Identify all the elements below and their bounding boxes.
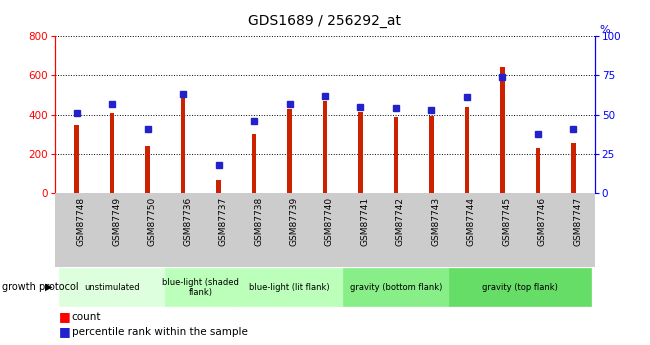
- Text: GSM87743: GSM87743: [432, 197, 441, 246]
- Text: GSM87740: GSM87740: [325, 197, 334, 246]
- Text: GSM87736: GSM87736: [183, 197, 192, 246]
- Text: gravity (top flank): gravity (top flank): [482, 283, 558, 292]
- Text: gravity (bottom flank): gravity (bottom flank): [350, 283, 442, 292]
- Text: count: count: [72, 312, 101, 322]
- Text: blue-light (shaded
flank): blue-light (shaded flank): [162, 277, 239, 297]
- Text: GSM87738: GSM87738: [254, 197, 263, 246]
- Text: GSM87745: GSM87745: [502, 197, 512, 246]
- Text: %: %: [599, 25, 610, 35]
- Bar: [58, 268, 165, 306]
- Text: percentile rank within the sample: percentile rank within the sample: [72, 327, 248, 337]
- Text: growth protocol: growth protocol: [2, 282, 79, 292]
- Bar: [343, 268, 449, 306]
- Text: GSM87741: GSM87741: [361, 197, 369, 246]
- Text: ■: ■: [58, 325, 70, 338]
- Text: GDS1689 / 256292_at: GDS1689 / 256292_at: [248, 13, 402, 28]
- Text: GSM87750: GSM87750: [148, 197, 157, 246]
- Text: ▶: ▶: [44, 282, 52, 292]
- Text: blue-light (lit flank): blue-light (lit flank): [249, 283, 330, 292]
- Bar: [287, 109, 292, 193]
- Text: unstimulated: unstimulated: [84, 283, 140, 292]
- Bar: [465, 107, 469, 193]
- Bar: [110, 113, 114, 193]
- Bar: [74, 125, 79, 193]
- Text: GSM87746: GSM87746: [538, 197, 547, 246]
- Bar: [449, 268, 592, 306]
- Text: GSM87749: GSM87749: [112, 197, 121, 246]
- Bar: [430, 116, 434, 193]
- Text: ■: ■: [58, 310, 70, 323]
- Text: GSM87739: GSM87739: [289, 197, 298, 246]
- Text: GSM87748: GSM87748: [77, 197, 86, 246]
- Bar: [571, 143, 576, 193]
- Text: GSM87742: GSM87742: [396, 197, 405, 246]
- Text: GSM87737: GSM87737: [218, 197, 227, 246]
- Bar: [252, 134, 256, 193]
- Text: GSM87744: GSM87744: [467, 197, 476, 246]
- Bar: [216, 180, 220, 193]
- Bar: [165, 268, 236, 306]
- Bar: [236, 268, 343, 306]
- Text: GSM87747: GSM87747: [573, 197, 582, 246]
- Bar: [146, 146, 150, 193]
- Bar: [500, 67, 504, 193]
- Bar: [536, 148, 540, 193]
- Bar: [181, 95, 185, 193]
- Bar: [358, 112, 363, 193]
- Bar: [394, 117, 398, 193]
- Bar: [323, 101, 327, 193]
